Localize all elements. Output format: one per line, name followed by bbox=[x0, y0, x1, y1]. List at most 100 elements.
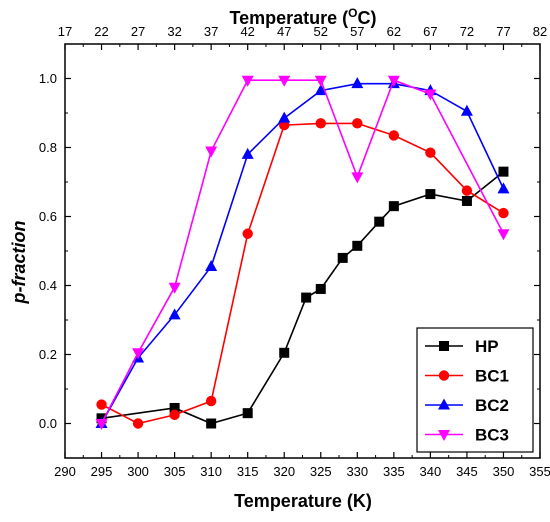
data-point-bc1 bbox=[352, 118, 363, 129]
series-layer bbox=[95, 75, 510, 430]
data-point-hp bbox=[388, 201, 399, 212]
series-bc1 bbox=[96, 118, 509, 429]
y-tick-label: 0.2 bbox=[39, 347, 57, 362]
series-line-bc2 bbox=[100, 82, 505, 424]
data-point-bc1 bbox=[461, 185, 473, 196]
data-point-bc3 bbox=[387, 75, 400, 87]
legend-label-bc2: BC2 bbox=[475, 396, 509, 415]
data-point-bc3 bbox=[241, 75, 254, 87]
data-point-bc1 bbox=[205, 395, 217, 407]
y-tick-label: 0.4 bbox=[39, 278, 57, 293]
series-line-hp bbox=[101, 171, 504, 425]
x-tick-label: 355 bbox=[529, 464, 550, 479]
top-tick-label: 22 bbox=[94, 24, 108, 39]
top-tick-label: 57 bbox=[350, 24, 364, 39]
top-tick-label: 42 bbox=[240, 24, 254, 39]
x-tick-label: 325 bbox=[310, 464, 332, 479]
data-point-bc1 bbox=[425, 147, 436, 158]
data-point-hp bbox=[315, 283, 326, 294]
x-tick-label: 335 bbox=[383, 464, 405, 479]
data-point-bc3 bbox=[424, 89, 437, 101]
data-point-bc1 bbox=[315, 118, 326, 129]
legend-marker-bc2 bbox=[438, 398, 450, 410]
data-point-bc1 bbox=[96, 399, 107, 410]
x-tick-label: 300 bbox=[127, 464, 149, 479]
data-point-bc1 bbox=[388, 130, 400, 141]
series-line-bc1 bbox=[101, 122, 504, 425]
x-tick-label: 305 bbox=[164, 464, 186, 479]
x-tick-label: 295 bbox=[91, 464, 113, 479]
data-point-hp bbox=[425, 189, 436, 200]
data-point-bc3 bbox=[95, 419, 108, 430]
data-point-hp bbox=[337, 252, 348, 263]
data-point-bc1 bbox=[169, 409, 180, 421]
top-tick-label: 17 bbox=[58, 24, 72, 39]
data-point-bc1 bbox=[498, 207, 509, 219]
data-point-bc2 bbox=[278, 111, 291, 123]
x-tick-label: 350 bbox=[493, 464, 515, 479]
y-tick-label: 0.6 bbox=[39, 209, 57, 224]
data-point-bc1 bbox=[132, 418, 144, 429]
y-tick-label: 0.0 bbox=[39, 416, 57, 431]
data-point-hp bbox=[374, 216, 385, 227]
x-tick-label: 310 bbox=[200, 464, 222, 479]
top-tick-label: 47 bbox=[277, 24, 291, 39]
x-tick-label: 320 bbox=[273, 464, 295, 479]
x-tick-label: 345 bbox=[456, 464, 478, 479]
data-point-bc1 bbox=[242, 228, 253, 239]
legend-marker-bc1 bbox=[438, 370, 450, 381]
top-tick-label: 37 bbox=[204, 24, 218, 39]
y-tick-label: 0.8 bbox=[39, 140, 57, 155]
top-tick-label: 27 bbox=[131, 24, 145, 39]
series-bc3 bbox=[95, 75, 510, 430]
legend-label-bc1: BC1 bbox=[475, 367, 509, 386]
top-tick-label: 77 bbox=[496, 24, 510, 39]
legend-label-hp: HP bbox=[475, 337, 499, 356]
top-tick-label: 72 bbox=[460, 24, 474, 39]
data-point-hp bbox=[206, 418, 217, 429]
legend-label-bc3: BC3 bbox=[475, 426, 509, 445]
data-point-bc3 bbox=[278, 75, 291, 87]
top-tick-label: 67 bbox=[423, 24, 437, 39]
data-point-bc3 bbox=[205, 146, 218, 158]
legend-marker-hp bbox=[439, 341, 449, 351]
data-point-hp bbox=[169, 402, 180, 413]
y-axis-title: p-fraction bbox=[9, 221, 29, 305]
series-hp bbox=[96, 166, 509, 429]
top-tick-label: 62 bbox=[387, 24, 401, 39]
data-point-bc3 bbox=[314, 75, 327, 87]
data-point-bc2 bbox=[497, 182, 510, 194]
top-tick-label: 52 bbox=[314, 24, 328, 39]
data-point-bc3 bbox=[351, 172, 364, 184]
x-tick-label: 330 bbox=[346, 464, 368, 479]
data-point-hp bbox=[461, 195, 472, 206]
data-point-bc2 bbox=[205, 260, 218, 272]
data-point-hp bbox=[242, 408, 253, 419]
data-point-hp bbox=[498, 166, 509, 177]
top-axis-title: Temperature (OC) bbox=[229, 6, 376, 28]
data-point-hp bbox=[279, 347, 290, 358]
x-axis-title: Temperature (K) bbox=[234, 491, 372, 511]
x-tick-label: 290 bbox=[54, 464, 76, 479]
data-point-bc3 bbox=[132, 348, 145, 360]
legend: HP BC1 BC2 BC3 bbox=[416, 327, 534, 453]
x-tick-label: 315 bbox=[237, 464, 259, 479]
data-point-bc3 bbox=[168, 282, 181, 294]
y-tick-label: 1.0 bbox=[39, 71, 57, 86]
data-point-bc2 bbox=[314, 84, 327, 96]
data-point-bc2 bbox=[351, 77, 364, 89]
legend-marker-bc3 bbox=[438, 430, 450, 441]
top-tick-label: 82 bbox=[533, 24, 547, 39]
data-point-hp bbox=[352, 240, 363, 251]
top-tick-label: 32 bbox=[167, 24, 181, 39]
plot-frame bbox=[64, 43, 541, 459]
legend-box bbox=[416, 327, 534, 453]
data-point-hp bbox=[301, 292, 312, 303]
data-point-bc3 bbox=[497, 229, 510, 241]
data-point-bc2 bbox=[460, 104, 473, 116]
data-point-bc2 bbox=[168, 308, 181, 320]
x-tick-label: 340 bbox=[420, 464, 442, 479]
data-point-bc2 bbox=[241, 147, 254, 159]
